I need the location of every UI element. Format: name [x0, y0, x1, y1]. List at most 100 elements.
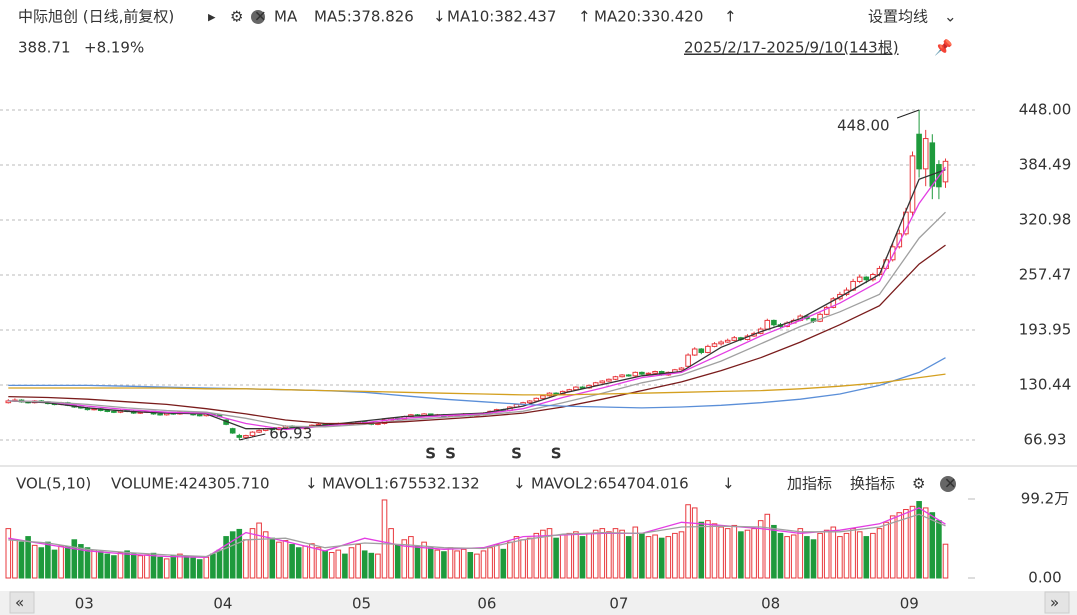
settings-icon[interactable]: ⚙	[230, 8, 243, 26]
volume-bar	[639, 532, 645, 579]
volume-bar	[375, 553, 381, 579]
volume-bar	[256, 522, 262, 579]
candle-body	[929, 142, 936, 187]
candle-body	[771, 319, 777, 326]
candle-body	[606, 378, 612, 382]
x-tick-label: 07	[609, 595, 628, 613]
y-tick-label: 257.47	[1019, 265, 1072, 283]
volume-bar	[177, 553, 183, 579]
volume-bar	[434, 549, 441, 579]
mavol-line	[8, 507, 946, 558]
candle-body	[229, 428, 236, 434]
volume-bar	[203, 556, 210, 579]
volume-bar	[243, 539, 249, 579]
volume-bar	[163, 558, 170, 579]
volume-bar	[658, 537, 665, 579]
candle-body	[526, 400, 533, 404]
volume-bar	[771, 524, 777, 579]
volume-bar	[738, 531, 744, 579]
volume-bar	[810, 539, 817, 579]
volume-bar	[724, 528, 731, 579]
volume-bar	[705, 520, 711, 579]
add-indicator[interactable]: 加指标	[787, 475, 832, 493]
settings-chevron[interactable]: ⌄	[944, 8, 957, 26]
candle-body	[942, 160, 949, 183]
candle-body	[196, 414, 203, 417]
volume-bar	[936, 520, 942, 579]
volume-bar	[922, 507, 929, 579]
volume-bar	[493, 544, 500, 579]
ma-line	[8, 357, 946, 409]
scroll-right[interactable]	[1044, 591, 1070, 614]
volume-bar	[513, 536, 520, 579]
volume-bar	[896, 512, 903, 579]
candle-body	[823, 306, 830, 315]
volume-bar	[229, 531, 236, 579]
volume-bar	[619, 529, 625, 579]
candle-body	[533, 397, 540, 402]
volume-bar	[691, 507, 698, 579]
volume-bar	[315, 547, 322, 579]
date-range[interactable]: 2025/2/17-2025/9/10(143根)	[684, 39, 899, 57]
x-tick-label: 03	[75, 595, 94, 613]
volume-bar	[282, 540, 289, 579]
volume-bar	[856, 531, 863, 579]
annotation-arrow	[239, 433, 266, 441]
vol-close-icon[interactable]	[940, 476, 956, 492]
volume-bar	[190, 557, 196, 579]
volume-bar	[540, 529, 546, 579]
volume-bar	[843, 532, 850, 579]
candle-body	[896, 233, 903, 248]
volume-bar	[698, 521, 705, 579]
vol-settings-icon[interactable]: ⚙	[912, 475, 925, 493]
volume-last: VOLUME:424305.710	[111, 475, 270, 493]
candle-body	[157, 413, 163, 416]
candle-body	[632, 371, 639, 377]
ma10-legend: MA10:382.437	[447, 8, 556, 26]
volume-bar	[71, 539, 78, 579]
candle-body	[711, 343, 718, 347]
mavol2-legend: MAVOL2:654704.016	[531, 475, 689, 493]
ma-line	[8, 166, 947, 431]
volume-bar	[460, 548, 467, 579]
candle-body	[236, 435, 243, 438]
dropdown-arrow[interactable]: ▸	[208, 8, 216, 26]
mavol2-arrow: ↓	[722, 475, 735, 493]
volume-bar	[559, 534, 566, 579]
volume-bar	[421, 541, 427, 579]
volume-bar	[91, 549, 97, 579]
volume-bar	[731, 524, 738, 579]
volume-bar	[84, 547, 91, 579]
scroll-left[interactable]	[9, 591, 35, 614]
x-tick-label: 04	[213, 595, 232, 613]
volume-bar	[454, 550, 460, 579]
volume-bar	[414, 545, 421, 579]
close-x: ✕	[254, 8, 267, 26]
volume-bar	[58, 545, 64, 579]
x-tick-label: 08	[761, 595, 780, 613]
switch-indicator[interactable]: 换指标	[850, 475, 895, 493]
candle-body	[863, 276, 870, 281]
volume-bar	[361, 550, 368, 579]
volume-bar	[850, 528, 856, 579]
time-axis-bar	[0, 591, 1077, 615]
scroll-left-icon: «	[15, 594, 24, 612]
volume-bar	[335, 549, 342, 579]
ma-settings[interactable]: 设置均线	[868, 8, 928, 26]
volume-bar	[309, 543, 315, 579]
volume-bar	[381, 499, 388, 579]
close-icon[interactable]	[251, 10, 265, 24]
volume-bar	[573, 531, 579, 579]
volume-bar	[144, 554, 150, 579]
volume-bar	[78, 544, 84, 579]
volume-bar	[823, 529, 830, 579]
volume-bar	[830, 526, 837, 579]
stock-title[interactable]: 中际旭创 (日线,前复权)	[18, 8, 174, 26]
annotation-label: 448.00	[837, 116, 890, 134]
candle-body	[619, 374, 625, 378]
signal-marker: S	[425, 445, 436, 463]
volume-bar	[342, 553, 348, 579]
pin-icon[interactable]: 📌	[934, 38, 953, 57]
candle-body	[922, 138, 929, 170]
